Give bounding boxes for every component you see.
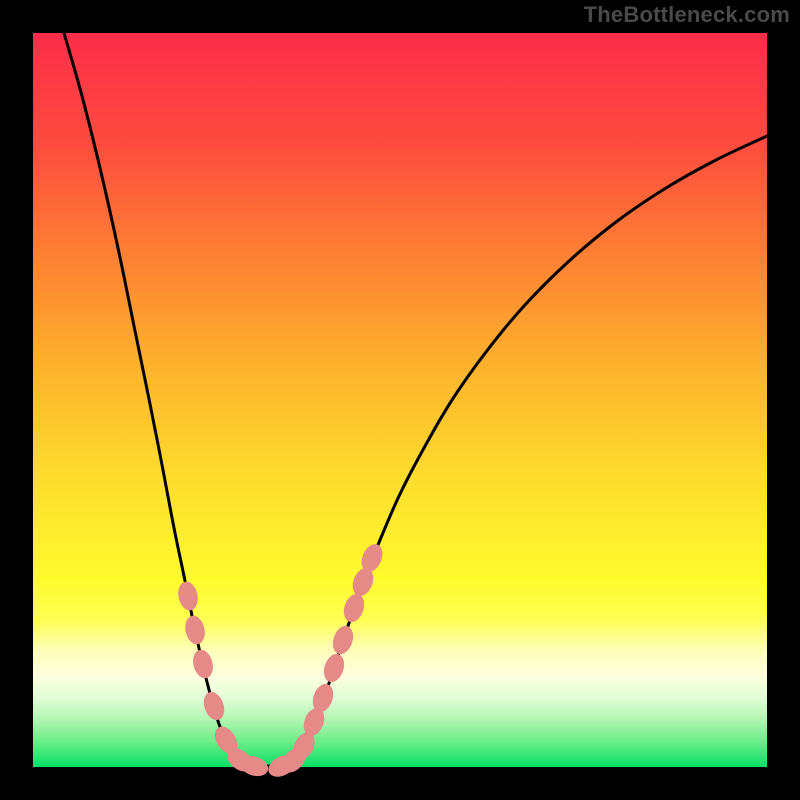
chart-gradient-bg <box>33 33 767 767</box>
chart-root: TheBottleneck.com <box>0 0 800 800</box>
chart-svg <box>0 0 800 800</box>
